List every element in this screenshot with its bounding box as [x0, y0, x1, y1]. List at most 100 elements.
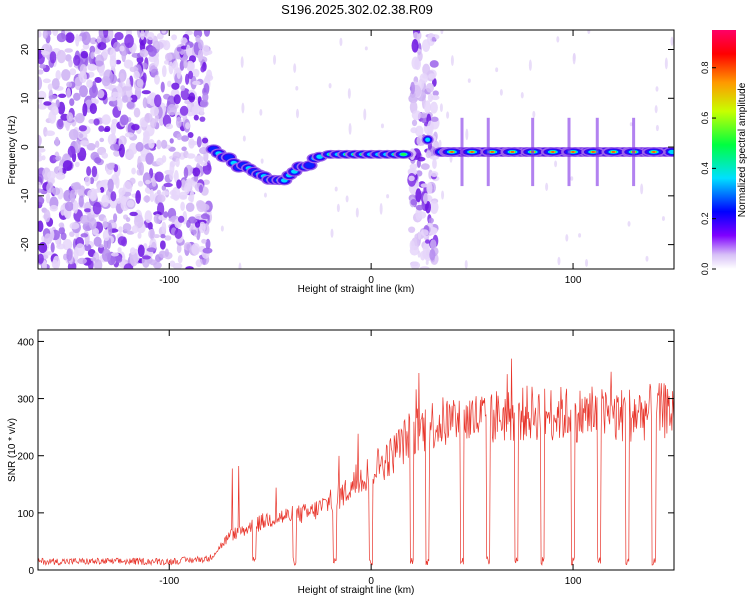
spectrogram-noise-blob — [180, 135, 189, 142]
spectrogram-noise-blob — [141, 255, 151, 260]
spectrogram-noise-blob — [161, 65, 167, 78]
spectrogram-faint-streak — [629, 122, 633, 127]
spectrogram-spike — [567, 117, 571, 187]
spectrogram-noise-blob — [133, 70, 140, 80]
spectrogram-noise-blob — [411, 110, 422, 121]
spectrogram-faint-streak — [295, 108, 299, 119]
spectrogram-noise-blob — [179, 191, 188, 199]
spectrogram-noise-blob — [104, 125, 111, 132]
spectrogram-noise-blob — [123, 59, 134, 69]
spectrogram-noise-blob — [84, 208, 92, 213]
spectrogram-spike — [595, 117, 599, 187]
spectrogram-noise-blob — [123, 263, 134, 269]
spectrogram-noise-blob — [108, 74, 118, 84]
spectrogram-noise-blob — [193, 114, 199, 121]
spectrogram-noise-blob — [66, 87, 71, 99]
spectrogram-noise-blob — [38, 195, 45, 206]
spectrogram-faint-streak — [627, 221, 631, 227]
spectrogram-noise-blob — [432, 90, 439, 97]
colorbar-tick-label: 0.0 — [700, 263, 710, 276]
spectrogram-noise-blob — [101, 114, 111, 125]
spectrogram-noise-blob — [38, 220, 44, 233]
spectrogram-noise-blob — [69, 98, 75, 106]
spectrogram-noise-blob — [419, 73, 429, 84]
spectrogram-faint-streak — [259, 109, 263, 116]
spectrogram-noise-blob — [145, 179, 151, 185]
spectrogram-noise-blob — [188, 140, 199, 146]
spectrogram-noise-blob — [154, 74, 160, 85]
spectrogram-noise-blob — [206, 69, 213, 80]
spectrogram-noise-blob — [38, 95, 43, 105]
spectrogram-noise-blob — [188, 195, 194, 202]
spectrogram-noise-blob — [124, 34, 134, 49]
spectrogram-noise-blob — [58, 222, 65, 228]
spectrogram-noise-blob — [87, 63, 98, 72]
spectrogram-noise-blob — [144, 210, 153, 224]
spectrogram-noise-blob — [56, 32, 67, 43]
spectrogram-noise-blob — [188, 70, 194, 80]
spectrogram-noise-blob — [162, 40, 171, 51]
spectrogram-noise-blob — [190, 229, 197, 235]
spectrogram-noise-blob — [38, 155, 43, 162]
spectrogram-noise-blob — [184, 30, 193, 36]
spectrogram-faint-streak — [330, 228, 334, 238]
spectrogram-noise-blob — [198, 39, 204, 50]
spectrogram-noise-blob — [131, 123, 140, 131]
spectrogram-noise-blob — [83, 243, 92, 252]
spectrogram-noise-blob — [106, 162, 115, 170]
spectrogram-faint-streak — [556, 36, 560, 43]
spectrogram-line-blob — [470, 151, 474, 153]
spectrogram-line-blob — [510, 151, 515, 153]
spectrogram-noise-blob — [38, 188, 44, 193]
spectrogram-noise-blob — [45, 130, 56, 137]
spectrogram-noise-blob — [427, 32, 436, 46]
spectrogram-x-tick-label: 0 — [368, 275, 374, 286]
spectrogram-spike — [632, 117, 636, 187]
spectrogram-noise-blob — [90, 51, 95, 60]
spectrogram-faint-streak — [578, 233, 582, 238]
spectrogram-noise-blob — [410, 127, 418, 134]
spectrogram-noise-blob — [122, 86, 133, 91]
spectrogram-noise-blob — [41, 43, 51, 58]
spectrogram-noise-blob — [107, 30, 114, 41]
spectrogram-noise-blob — [411, 119, 418, 127]
spectrogram-noise-blob — [80, 50, 89, 59]
spectrogram-noise-blob — [121, 48, 127, 63]
spectrogram-noise-blob — [77, 189, 84, 196]
spectrogram-noise-blob — [426, 182, 433, 195]
spectrogram-noise-blob — [143, 195, 151, 203]
spectrogram-faint-streak — [425, 260, 429, 265]
spectrogram-noise-blob — [144, 112, 153, 123]
spectrogram-noise-blob — [201, 238, 207, 244]
colorbar: 0.0 0.2 0.4 0.6 0.8 Normalized spectral ampl… — [700, 30, 748, 275]
spectrogram-noise-blob — [200, 213, 210, 220]
spectrogram-noise-blob — [84, 201, 92, 215]
spectrogram-noise-blob — [61, 69, 71, 81]
spectrogram-noise-blob — [186, 219, 191, 228]
spectrogram-noise-blob — [136, 78, 144, 88]
spectrogram-noise-blob — [39, 64, 47, 69]
spectrogram-noise-blob — [430, 116, 439, 122]
spectrogram-faint-streak — [355, 207, 359, 218]
spectrogram-noise-blob — [431, 95, 440, 101]
spectrogram-faint-streak — [328, 83, 332, 89]
spectrogram-noise-blob — [51, 106, 59, 116]
spectrogram-noise-blob — [164, 52, 173, 62]
spectrogram-faint-streak — [495, 67, 499, 73]
spectrogram-faint-streak — [528, 59, 532, 71]
spectrogram-noise-blob — [200, 65, 206, 73]
spectrogram-noise-blob — [79, 133, 84, 138]
spectrogram-noise-blob — [110, 191, 117, 202]
spectrogram-faint-streak — [426, 249, 430, 257]
spectrogram-noise-blob — [425, 82, 435, 93]
spectrogram-spike — [486, 117, 490, 187]
spectrogram-noise-blob — [78, 125, 87, 132]
spectrogram-noise-blob — [431, 36, 436, 42]
spectrogram-noise-blob — [111, 91, 119, 98]
spectrogram-noise-blob — [170, 194, 180, 200]
spectrogram-noise-blob — [91, 96, 97, 103]
spectrogram-line-blob — [400, 153, 407, 156]
spectrogram-noise-blob — [199, 99, 209, 108]
spectrogram-noise-blob — [89, 177, 95, 185]
